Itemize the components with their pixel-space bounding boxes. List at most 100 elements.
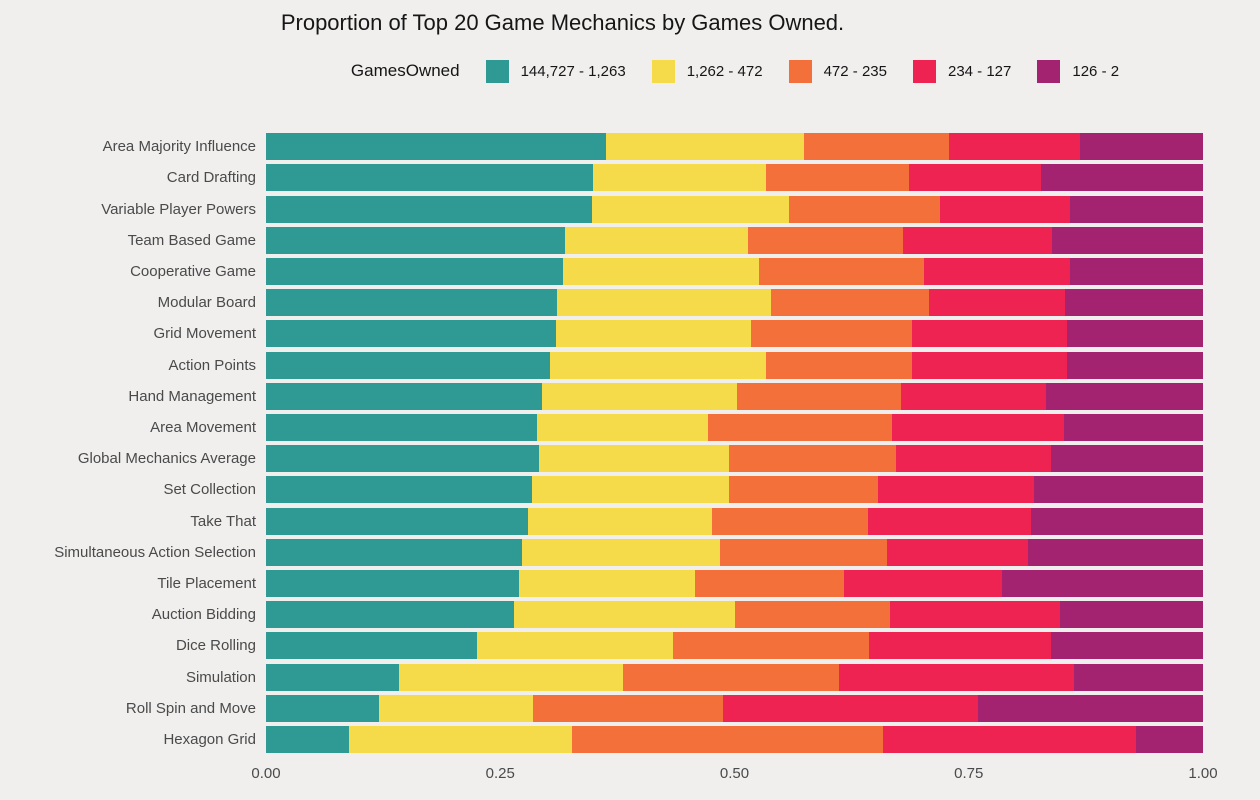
bar-track: [266, 257, 1203, 285]
legend-swatch: [788, 59, 812, 83]
bar-track: [266, 320, 1203, 348]
bar-segment: [622, 663, 840, 691]
bar-segment: [708, 413, 892, 441]
bar-segment: [266, 351, 550, 379]
bar-segment: [557, 289, 772, 317]
bar-segment: [266, 289, 558, 317]
bar-segment: [518, 569, 696, 597]
bar-segment: [266, 445, 539, 473]
bar-track: [266, 601, 1203, 629]
bar-segment: [349, 725, 573, 753]
bar-row: Action Points: [0, 349, 1260, 380]
bar-track: [266, 413, 1203, 441]
bar-segment: [563, 257, 759, 285]
bar-segment: [1135, 725, 1203, 753]
bar-row: Take That: [0, 505, 1260, 536]
bar-segment: [720, 538, 888, 566]
bar-row: Set Collection: [0, 474, 1260, 505]
bar-segment: [532, 476, 729, 504]
bar-segment: [266, 694, 380, 722]
legend-item: 472 - 235: [788, 59, 887, 83]
bar-segment: [266, 725, 350, 753]
bar-track: [266, 663, 1203, 691]
bar-segment: [266, 195, 593, 223]
legend-item-label: 472 - 235: [823, 62, 887, 80]
bar-track: [266, 507, 1203, 535]
bar-segment: [564, 226, 748, 254]
bar-segment: [521, 538, 721, 566]
bar-segment: [266, 569, 519, 597]
bar-segment: [1052, 226, 1203, 254]
bar-segment: [266, 632, 477, 660]
bar-row: Grid Movement: [0, 318, 1260, 349]
bar-segment: [695, 569, 845, 597]
y-axis-label: Simulation: [185, 668, 256, 686]
bar-segment: [538, 445, 729, 473]
bar-segment: [882, 725, 1136, 753]
bar-segment: [751, 320, 912, 348]
x-axis-tick-label: 1.00: [1188, 765, 1218, 782]
bar-segment: [266, 538, 522, 566]
bar-segment: [911, 320, 1068, 348]
bar-segment: [528, 507, 712, 535]
y-axis-label: Take That: [190, 512, 256, 530]
bar-segment: [514, 601, 736, 629]
legend-item-label: 126 - 2: [1072, 62, 1120, 80]
bar-segment: [549, 351, 767, 379]
bar-track: [266, 725, 1203, 753]
bar-track: [266, 538, 1203, 566]
bar-segment: [266, 133, 607, 161]
bar-segment: [1030, 507, 1203, 535]
bar-segment: [890, 601, 1060, 629]
chart-title: Proportion of Top 20 Game Mechanics by G…: [280, 10, 845, 35]
legend-swatch: [912, 59, 936, 83]
bar-segment: [887, 538, 1028, 566]
legend-item: 126 - 2: [1037, 59, 1120, 83]
bar-segment: [266, 413, 537, 441]
bar-segment: [978, 694, 1203, 722]
bar-row: Area Majority Influence: [0, 131, 1260, 162]
bar-segment: [747, 226, 904, 254]
bar-segment: [723, 694, 979, 722]
y-axis-label: Modular Board: [157, 294, 256, 312]
bar-segment: [949, 133, 1081, 161]
bar-track: [266, 445, 1203, 473]
bar-row: Hexagon Grid: [0, 724, 1260, 755]
y-axis-label: Team Based Game: [127, 231, 256, 249]
bar-segment: [803, 133, 950, 161]
bar-segment: [728, 476, 878, 504]
legend-item: 144,727 - 1,263: [485, 59, 626, 83]
y-axis-label: Grid Movement: [153, 325, 256, 343]
bar-segment: [592, 195, 789, 223]
bar-segment: [266, 257, 564, 285]
bar-segment: [399, 663, 623, 691]
bar-segment: [533, 694, 724, 722]
legend-swatch: [651, 59, 675, 83]
bar-track: [266, 226, 1203, 254]
bar-segment: [923, 257, 1070, 285]
y-axis-label: Area Movement: [150, 418, 256, 436]
bar-segment: [867, 507, 1031, 535]
bar-segment: [735, 601, 891, 629]
bar-segment: [712, 507, 868, 535]
bar-row: Modular Board: [0, 287, 1260, 318]
bar-segment: [672, 632, 870, 660]
bar-track: [266, 632, 1203, 660]
y-axis-label: Roll Spin and Move: [125, 699, 256, 717]
y-axis-label: Set Collection: [163, 481, 256, 499]
bar-segment: [266, 164, 593, 192]
bar-segment: [929, 289, 1066, 317]
y-axis-label: Cooperative Game: [130, 262, 256, 280]
bar-segment: [593, 164, 767, 192]
bar-segment: [266, 382, 543, 410]
legend: GamesOwned 144,727 - 1,263 1,262 - 472 472…: [0, 56, 1260, 86]
y-axis-label: Area Majority Influence: [102, 138, 256, 156]
y-axis-label: Auction Bidding: [151, 606, 256, 624]
bar-segment: [266, 320, 556, 348]
bar-track: [266, 164, 1203, 192]
bar-segment: [728, 445, 896, 473]
bar-segment: [891, 413, 1065, 441]
bar-row: Global Mechanics Average: [0, 443, 1260, 474]
bar-segment: [1051, 632, 1203, 660]
